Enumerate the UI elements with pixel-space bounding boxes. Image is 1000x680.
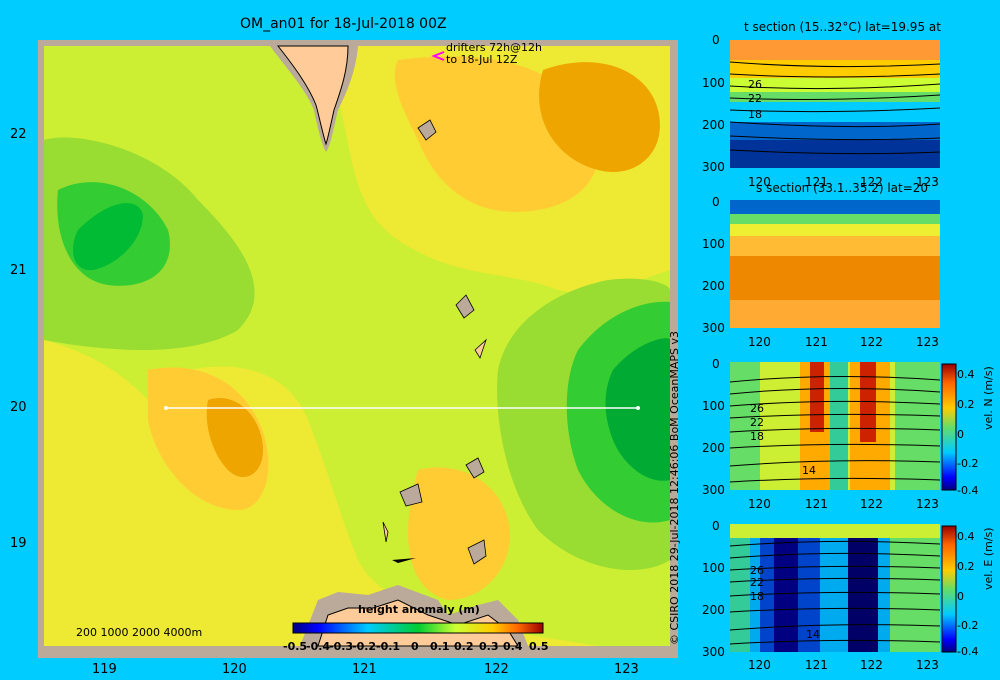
y-tick: 20 xyxy=(10,400,27,415)
lon-tick: 122 xyxy=(860,497,883,511)
drifters-label-line1: drifters 72h@12h xyxy=(446,41,543,54)
colorbar-title: height anomaly (m) xyxy=(358,603,480,616)
y-tick: 19 xyxy=(10,536,27,551)
ve-cbar-tick: 0.4 xyxy=(957,530,975,543)
vn-cbar-tick: -0.4 xyxy=(957,484,979,497)
x-tick: 122 xyxy=(484,662,509,677)
lon-tick: 121 xyxy=(805,497,828,511)
cbar-tick: -0.5 xyxy=(283,640,308,653)
credit-text: © CSIRO 2018 29-Jul-2018 12:46:06 BoM Oc… xyxy=(668,331,681,645)
s-section-title: s section (33.1..35.2) lat=20 xyxy=(756,181,929,195)
cbar-tick: -0.1 xyxy=(376,640,401,653)
x-tick: 123 xyxy=(614,662,639,677)
taiwan-land xyxy=(276,45,349,146)
cbar-tick: 0.1 xyxy=(430,640,450,653)
drifter-marker-icon xyxy=(431,51,445,61)
depth-tick: 100 xyxy=(702,561,725,575)
lon-tick: 122 xyxy=(860,335,883,349)
t-section-panel: 26 22 18 xyxy=(730,40,940,168)
map-title: OM_an01 for 18-Jul-2018 00Z xyxy=(240,16,447,32)
lon-tick: 120 xyxy=(748,658,771,672)
vn-contour-label: 18 xyxy=(750,430,764,443)
lon-tick: 123 xyxy=(916,335,939,349)
depth-legend: 200 1000 2000 4000m xyxy=(76,626,203,639)
vn-cbar-tick: 0 xyxy=(957,428,964,441)
depth-tick: 200 xyxy=(702,279,725,293)
y-tick: 21 xyxy=(10,263,27,278)
vn-cbar-tick: 0.2 xyxy=(957,398,975,411)
lon-tick: 121 xyxy=(805,658,828,672)
t-contour-label: 26 xyxy=(748,78,762,91)
cbar-tick: -0.4 xyxy=(306,640,331,653)
t-contour-label: 22 xyxy=(748,92,762,105)
cbar-tick: 0 xyxy=(411,640,419,653)
ve-contour-label: 26 xyxy=(750,564,764,577)
vn-contour-label: 14 xyxy=(802,464,816,477)
drifters-label: drifters 72h@12h to 18-Jul 12Z xyxy=(446,42,542,66)
depth-tick: 0 xyxy=(712,357,720,371)
lon-tick: 123 xyxy=(916,497,939,511)
vn-cbar-tick: -0.2 xyxy=(957,457,979,470)
y-tick: 22 xyxy=(10,127,27,142)
t-contour-label: 18 xyxy=(748,108,762,121)
main-map xyxy=(38,40,678,658)
ve-cbar-tick: 0 xyxy=(957,590,964,603)
vn-cbar-tick: 0.4 xyxy=(957,368,975,381)
cbar-tick: 0.3 xyxy=(479,640,499,653)
depth-tick: 100 xyxy=(702,399,725,413)
depth-tick: 300 xyxy=(702,321,725,335)
depth-tick: 0 xyxy=(712,195,720,209)
ve-contour-label: 14 xyxy=(806,628,820,641)
height-colorbar xyxy=(292,622,544,634)
vn-cbar-label: vel. N (m/s) xyxy=(982,366,995,430)
x-tick: 121 xyxy=(352,662,377,677)
vn-contour-label: 22 xyxy=(750,416,764,429)
cbar-tick: 0.5 xyxy=(529,640,549,653)
depth-tick: 300 xyxy=(702,645,725,659)
anomaly-low-west xyxy=(73,203,143,271)
ve-cbar-label: vel. E (m/s) xyxy=(982,527,995,590)
lon-tick: 123 xyxy=(916,175,939,189)
x-tick: 119 xyxy=(92,662,117,677)
lon-tick: 122 xyxy=(860,658,883,672)
lon-tick: 120 xyxy=(748,497,771,511)
cbar-tick: -0.2 xyxy=(352,640,377,653)
anomaly-high-center xyxy=(206,398,263,478)
depth-tick: 200 xyxy=(702,441,725,455)
vel-n-colorbar xyxy=(941,363,957,491)
t-section-title: t section (15..32°C) lat=19.95 at xyxy=(744,20,941,34)
lon-tick: 120 xyxy=(748,175,771,189)
x-tick: 120 xyxy=(222,662,247,677)
depth-tick: 0 xyxy=(712,519,720,533)
ve-cbar-tick: -0.2 xyxy=(957,619,979,632)
depth-tick: 300 xyxy=(702,160,725,174)
ve-contour-label: 18 xyxy=(750,590,764,603)
ve-cbar-tick: -0.4 xyxy=(957,645,979,658)
cbar-tick: -0.3 xyxy=(329,640,354,653)
cbar-tick: 0.4 xyxy=(503,640,523,653)
vel-n-panel: 26 22 18 14 xyxy=(730,362,940,490)
ve-cbar-tick: 0.2 xyxy=(957,560,975,573)
ve-contour-label: 22 xyxy=(750,576,764,589)
lon-tick: 121 xyxy=(805,335,828,349)
depth-tick: 300 xyxy=(702,483,725,497)
lon-tick: 120 xyxy=(748,335,771,349)
drifters-label-line2: to 18-Jul 12Z xyxy=(446,53,518,66)
depth-tick: 0 xyxy=(712,33,720,47)
depth-tick: 200 xyxy=(702,118,725,132)
lon-tick: 122 xyxy=(860,175,883,189)
lon-tick: 123 xyxy=(916,658,939,672)
vn-contour-label: 26 xyxy=(750,402,764,415)
depth-tick: 100 xyxy=(702,237,725,251)
vel-e-panel: 26 22 18 14 xyxy=(730,524,940,652)
depth-tick: 100 xyxy=(702,76,725,90)
s-section-panel xyxy=(730,200,940,328)
cbar-tick: 0.2 xyxy=(454,640,474,653)
depth-tick: 200 xyxy=(702,603,725,617)
vel-e-colorbar xyxy=(941,525,957,653)
lon-tick: 121 xyxy=(805,175,828,189)
